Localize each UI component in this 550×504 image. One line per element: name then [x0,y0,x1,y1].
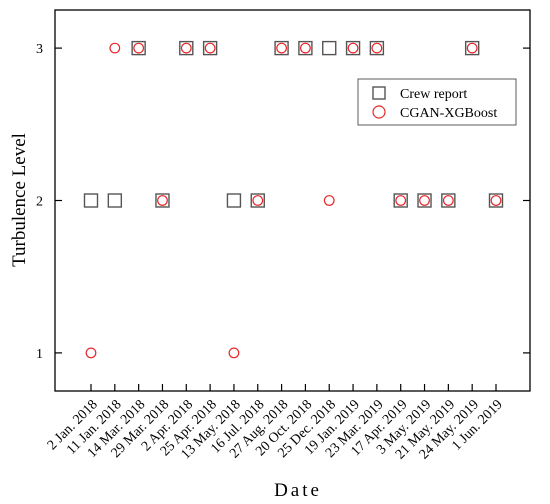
y-axis: 1 2 3 [36,42,530,362]
crew-report-marker [179,40,194,56]
cgan-xgboost-marker [395,195,407,206]
crew-report-marker [274,40,289,56]
crew-report-marker [226,193,242,208]
cgan-xgboost-marker [85,347,97,359]
crew-report-marker [345,40,361,56]
crew-report-marker [369,40,385,56]
x-axis-title: Date [274,480,322,501]
y-tick-label: 1 [36,347,43,362]
crew-report-marker [488,193,504,208]
legend-label-crew-report: Crew report [400,87,467,102]
cgan-xgboost-marker [419,195,430,206]
crew-report-marker [83,193,99,208]
cgan-xgboost-marker [157,195,168,206]
y-tick-label: 3 [36,42,43,57]
crew-report-marker [155,193,170,208]
crew-report-marker [107,193,123,208]
data-markers [83,40,504,359]
legend-square-marker [372,86,386,100]
legend-label-cgan-xgboost: CGAN-XGBoost [400,106,497,121]
cgan-xgboost-marker [300,42,311,54]
cgan-xgboost-marker [347,42,359,54]
cgan-xgboost-marker [490,195,502,206]
crew-report-marker [393,193,408,208]
crew-report-marker [202,40,218,56]
crew-report-marker [298,40,313,56]
y-tick-label: 2 [36,195,43,210]
cgan-xgboost-marker [252,195,264,206]
plot-frame [54,9,531,392]
crew-report-marker [464,40,480,56]
cgan-xgboost-marker [228,347,240,359]
cgan-xgboost-marker [133,42,145,54]
cgan-xgboost-marker [371,42,383,54]
legend-circle-marker [372,105,386,119]
crew-report-marker [417,193,432,208]
crew-report-marker [131,40,146,56]
crew-report-marker [441,193,456,208]
y-axis-title: Turbulence Level [9,133,30,267]
cgan-xgboost-marker [180,42,192,54]
cgan-xgboost-marker [442,195,454,206]
cgan-xgboost-marker [466,42,478,54]
cgan-xgboost-marker [109,42,121,54]
cgan-xgboost-marker [204,42,216,54]
cgan-xgboost-marker [276,42,287,54]
crew-report-marker [250,193,265,208]
cgan-xgboost-marker [323,195,335,206]
legend: Crew report CGAN-XGBoost [357,78,517,126]
crew-report-marker [322,40,337,56]
